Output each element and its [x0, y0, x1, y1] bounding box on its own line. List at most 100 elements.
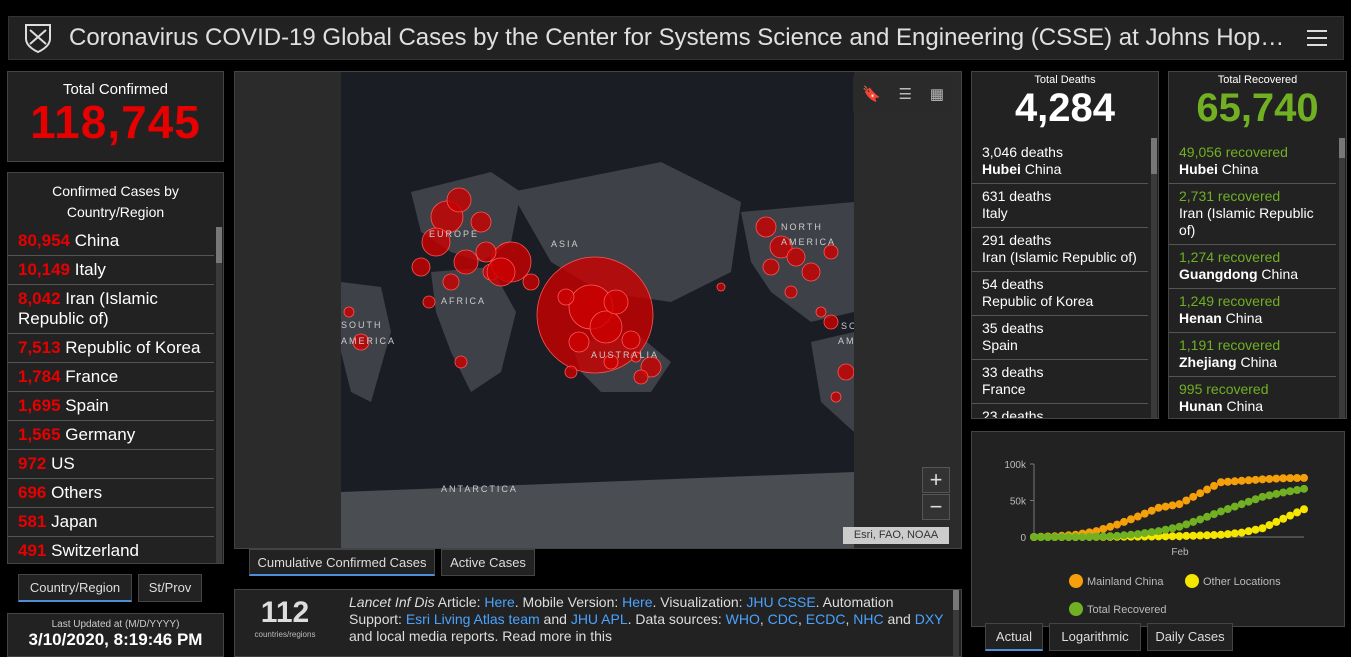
tab-logarithmic[interactable]: Logarithmic [1049, 623, 1141, 651]
case-bubble[interactable] [564, 365, 578, 379]
jhu-apl-link[interactable]: JHU APL [570, 611, 628, 627]
tab-state-province[interactable]: St/Prov [138, 574, 202, 602]
case-bubble[interactable] [837, 363, 854, 381]
country-list-item[interactable]: 1,784 France [8, 363, 214, 392]
case-bubble[interactable] [830, 391, 842, 403]
tab-active-cases[interactable]: Active Cases [441, 549, 535, 576]
country-list-item[interactable]: 7,513 Republic of Korea [8, 334, 214, 363]
case-bubble[interactable] [454, 355, 468, 369]
series-point [1251, 495, 1260, 504]
recovered-list-item[interactable]: 49,056 recovered Hubei China [1169, 140, 1336, 184]
country-name: Others [51, 483, 103, 502]
case-bubble[interactable] [603, 289, 629, 315]
mobile-link[interactable]: Here [622, 594, 653, 610]
app-header: Coronavirus COVID-19 Global Cases by the… [8, 16, 1344, 60]
zoom-out-button[interactable]: − [922, 494, 950, 520]
tab-daily-cases[interactable]: Daily Cases [1147, 623, 1233, 651]
basemap-gallery-icon[interactable]: ▦ [929, 86, 945, 103]
tab-cumulative-confirmed[interactable]: Cumulative Confirmed Cases [249, 549, 435, 576]
deaths-list-item[interactable]: 35 deaths Spain [972, 316, 1148, 360]
case-bubble[interactable] [421, 227, 451, 257]
map-label-so: SO [841, 321, 854, 331]
case-bubble[interactable] [475, 241, 497, 263]
case-bubble[interactable] [633, 369, 649, 385]
case-bubble[interactable] [769, 235, 793, 259]
info-scrollbar[interactable] [953, 590, 959, 656]
case-bubble[interactable] [453, 249, 479, 275]
country-list-item[interactable]: 696 Others [8, 479, 214, 508]
case-bubble[interactable] [823, 314, 839, 330]
case-bubble[interactable] [603, 354, 619, 370]
recovered-list-item[interactable]: 2,731 recovered Iran (Islamic Republic o… [1169, 184, 1336, 245]
case-bubble[interactable] [522, 273, 540, 291]
series-point [1099, 524, 1108, 533]
deaths-scrollbar[interactable] [1151, 138, 1157, 418]
ecdc-link[interactable]: ECDC [805, 611, 846, 627]
case-bubble[interactable] [486, 257, 516, 287]
cdc-link[interactable]: CDC [767, 611, 799, 627]
recovered-scrollbar[interactable] [1339, 138, 1345, 418]
map-canvas[interactable]: EUROPE ASIA AFRICA SOUTH AMERICA NORTH A… [341, 72, 854, 548]
deaths-list-item[interactable]: 54 deaths Republic of Korea [972, 272, 1148, 316]
deaths-list-item[interactable]: 33 deaths France [972, 360, 1148, 404]
recovered-list-item[interactable]: 995 recovered Hunan China [1169, 377, 1336, 418]
case-bubble[interactable] [411, 257, 431, 277]
tab-actual[interactable]: Actual [985, 623, 1043, 651]
case-bubble[interactable] [343, 306, 355, 318]
case-bubble[interactable] [630, 351, 642, 363]
recovered-list-item[interactable]: 1,191 recovered Zhejiang China [1169, 333, 1336, 377]
total-deaths-panel[interactable]: Total Deaths 4,284 3,046 deaths Hubei Chi… [971, 71, 1159, 419]
country-list-item[interactable]: 8,042 Iran (Islamic Republic of) [8, 285, 214, 334]
case-bubble[interactable] [446, 187, 472, 213]
country-list-item[interactable]: 581 Japan [8, 508, 214, 537]
series-point [1279, 474, 1288, 483]
case-bubble[interactable] [716, 282, 726, 292]
case-bubble[interactable] [786, 247, 806, 267]
who-link[interactable]: WHO [725, 611, 760, 627]
case-bubble[interactable] [815, 306, 827, 318]
esri-link[interactable]: Esri Living Atlas team [405, 611, 540, 627]
article-link[interactable]: Here [484, 594, 515, 610]
tab-country-region[interactable]: Country/Region [18, 574, 132, 602]
country-list-item[interactable]: 1,695 Spain [8, 392, 214, 421]
case-bubble[interactable] [784, 285, 798, 299]
country-name: Germany [65, 425, 136, 444]
country-list-item[interactable]: 972 US [8, 450, 214, 479]
legend-list-icon[interactable]: ☰ [898, 86, 912, 103]
case-bubble[interactable] [762, 258, 780, 276]
case-bubble[interactable] [823, 244, 839, 260]
deaths-list-item[interactable]: 291 deaths Iran (Islamic Republic of) [972, 228, 1148, 272]
recovered-count: 49,056 recovered [1179, 144, 1288, 160]
case-bubble[interactable] [442, 273, 460, 291]
hamburger-menu-icon[interactable] [1307, 25, 1327, 51]
case-bubble[interactable] [352, 333, 370, 351]
total-recovered-panel[interactable]: Total Recovered 65,740 49,056 recovered H… [1168, 71, 1347, 419]
case-bubble[interactable] [568, 331, 590, 353]
case-bubble[interactable] [801, 262, 821, 282]
deaths-list-item[interactable]: 23 deaths [972, 404, 1148, 418]
nhc-link[interactable]: NHC [853, 611, 884, 627]
case-bubble[interactable] [589, 310, 623, 344]
country-list-item[interactable]: 1,565 Germany [8, 421, 214, 450]
recovered-list-item[interactable]: 1,274 recovered Guangdong China [1169, 245, 1336, 289]
series-point [1161, 525, 1170, 534]
case-bubble[interactable] [755, 216, 777, 238]
jhu-csse-link[interactable]: JHU CSSE [746, 594, 816, 610]
deaths-list-item[interactable]: 631 deaths Italy [972, 184, 1148, 228]
case-bubble[interactable] [470, 211, 492, 233]
confirmed-by-country-panel[interactable]: Confirmed Cases by Country/Region 80,954… [7, 172, 224, 564]
bookmark-icon[interactable]: 🔖 [861, 86, 881, 103]
zoom-in-button[interactable]: + [922, 467, 950, 493]
country-list-item[interactable]: 10,149 Italy [8, 256, 214, 285]
case-bubble[interactable] [557, 288, 575, 306]
case-bubble[interactable] [422, 295, 436, 309]
world-map[interactable]: EUROPE ASIA AFRICA SOUTH AMERICA NORTH A… [234, 71, 962, 549]
deaths-list-item[interactable]: 3,046 deaths Hubei China [972, 140, 1148, 184]
country-list-item[interactable]: 80,954 China [8, 227, 214, 256]
series-point [1230, 477, 1239, 486]
country-list-scrollbar[interactable] [216, 227, 222, 563]
recovered-list-item[interactable]: 1,249 recovered Henan China [1169, 289, 1336, 333]
dxy-link[interactable]: DXY [914, 611, 944, 627]
country-list-item[interactable]: 491 Switzerland [8, 537, 214, 563]
case-bubble[interactable] [621, 330, 641, 350]
